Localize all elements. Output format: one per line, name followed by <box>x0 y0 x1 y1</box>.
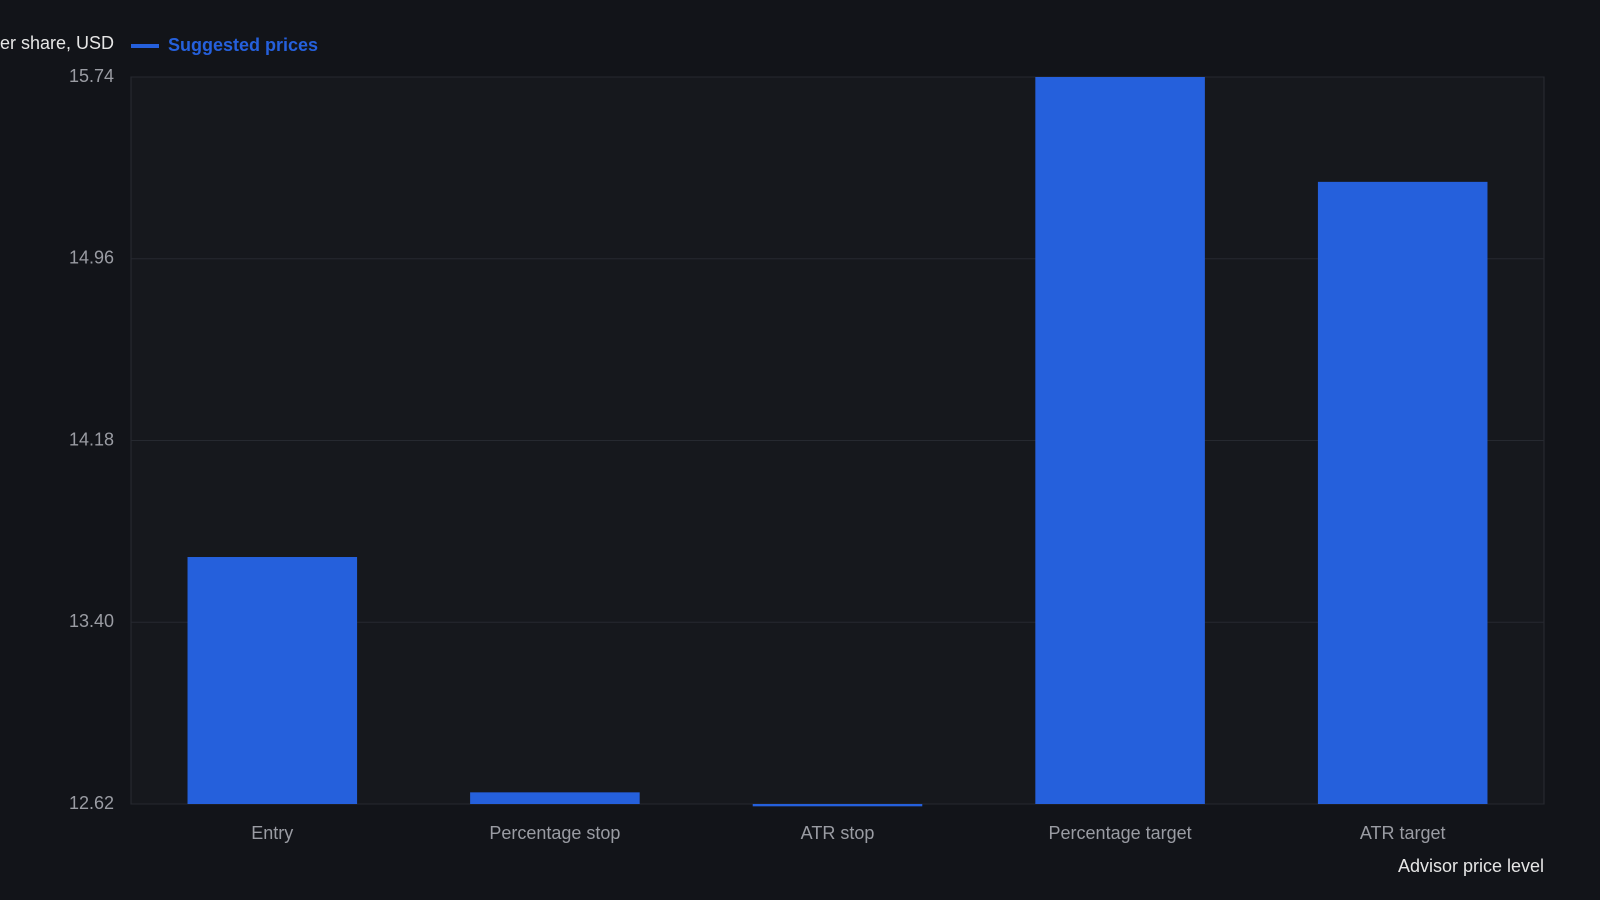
bar <box>187 557 358 804</box>
bar <box>1035 77 1205 804</box>
x-tick-label: Entry <box>251 823 293 843</box>
y-tick-label: 15.74 <box>69 66 114 86</box>
y-tick-label: 12.62 <box>69 793 114 813</box>
x-tick-label: ATR target <box>1360 823 1446 843</box>
x-axis-label: Advisor price level <box>1398 856 1544 876</box>
x-tick-label: Percentage target <box>1049 823 1192 843</box>
bar <box>470 792 640 804</box>
bar <box>752 804 923 807</box>
y-axis-label: er share, USD <box>0 33 114 53</box>
legend-label[interactable]: Suggested prices <box>168 35 318 55</box>
y-tick-label: 13.40 <box>69 611 114 631</box>
bar <box>1317 181 1488 804</box>
x-tick-label: ATR stop <box>801 823 875 843</box>
y-tick-label: 14.18 <box>69 429 114 449</box>
y-tick-label: 14.96 <box>69 248 114 268</box>
x-tick-label: Percentage stop <box>489 823 620 843</box>
